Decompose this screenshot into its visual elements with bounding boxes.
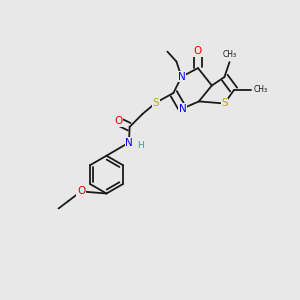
Text: S: S — [221, 98, 228, 109]
Text: N: N — [178, 72, 185, 82]
Text: H: H — [137, 141, 144, 150]
Text: N: N — [178, 103, 186, 114]
Text: O: O — [77, 186, 85, 197]
Text: CH₃: CH₃ — [223, 50, 237, 59]
Text: CH₃: CH₃ — [254, 85, 268, 94]
Text: S: S — [153, 98, 159, 108]
Text: N: N — [125, 137, 133, 148]
Text: O: O — [114, 116, 123, 127]
Text: O: O — [194, 46, 202, 56]
